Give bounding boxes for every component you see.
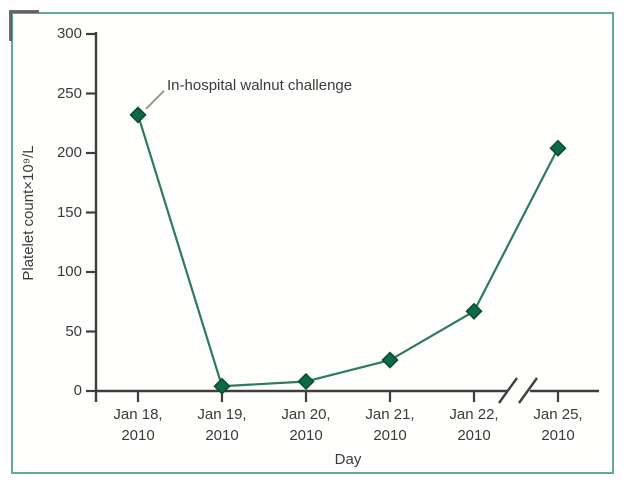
axis-break-mark bbox=[518, 377, 538, 404]
y-tick-label: 0 bbox=[73, 382, 82, 399]
data-point-marker bbox=[381, 351, 399, 369]
x-tick-label: Jan 18, 2010 bbox=[96, 404, 180, 446]
x-tick-label-line: 2010 bbox=[457, 427, 491, 444]
x-tick-label: Jan 22, 2010 bbox=[432, 404, 516, 446]
y-tick-label: 150 bbox=[56, 203, 82, 221]
data-point-marker bbox=[297, 372, 315, 391]
x-tick-label: Jan 20, 2010 bbox=[264, 404, 348, 446]
x-tick-label-line: 2010 bbox=[541, 427, 575, 444]
annotation-text: In-hospital walnut challenge bbox=[167, 77, 353, 94]
x-tick-label-line: Jan 22, bbox=[449, 406, 499, 423]
data-point-marker bbox=[129, 106, 147, 124]
x-tick-label-line: Jan 21, bbox=[365, 406, 415, 423]
x-tick-label-line: 2010 bbox=[205, 427, 239, 444]
x-tick-label-line: Jan 18, bbox=[113, 406, 163, 423]
y-tick-label: 100 bbox=[56, 263, 82, 280]
figure-frame bbox=[11, 12, 614, 474]
y-tick-label: 200 bbox=[56, 144, 82, 161]
x-tick-label: Jan 21, 2010 bbox=[348, 404, 432, 446]
x-tick-label-line: Jan 25, bbox=[533, 406, 583, 423]
y-tick-label: 250 bbox=[56, 84, 82, 102]
y-tick-label: 50 bbox=[65, 322, 82, 340]
x-tick-label-line: Jan 20, bbox=[281, 406, 331, 423]
annotation-leader-line bbox=[145, 90, 165, 110]
data-point-marker bbox=[213, 377, 231, 395]
x-tick-label-line: 2010 bbox=[289, 427, 323, 444]
data-series-line bbox=[136, 114, 559, 388]
y-axis-title: Platelet count×10⁹/L bbox=[20, 145, 37, 281]
data-point-marker bbox=[549, 139, 567, 157]
data-point-marker bbox=[465, 302, 483, 320]
x-tick-label: Jan 19, 2010 bbox=[180, 404, 264, 446]
x-tick-label-line: Jan 19, bbox=[197, 406, 247, 423]
y-tick-label: 300 bbox=[56, 25, 82, 42]
x-tick-label-line: 2010 bbox=[373, 427, 407, 444]
x-axis-title: Day bbox=[334, 451, 362, 468]
x-tick-label-line: 2010 bbox=[121, 427, 155, 444]
x-tick-label: Jan 25, 2010 bbox=[516, 404, 600, 446]
corner-crop-mark bbox=[9, 10, 39, 41]
axis-break-mark bbox=[498, 377, 518, 404]
